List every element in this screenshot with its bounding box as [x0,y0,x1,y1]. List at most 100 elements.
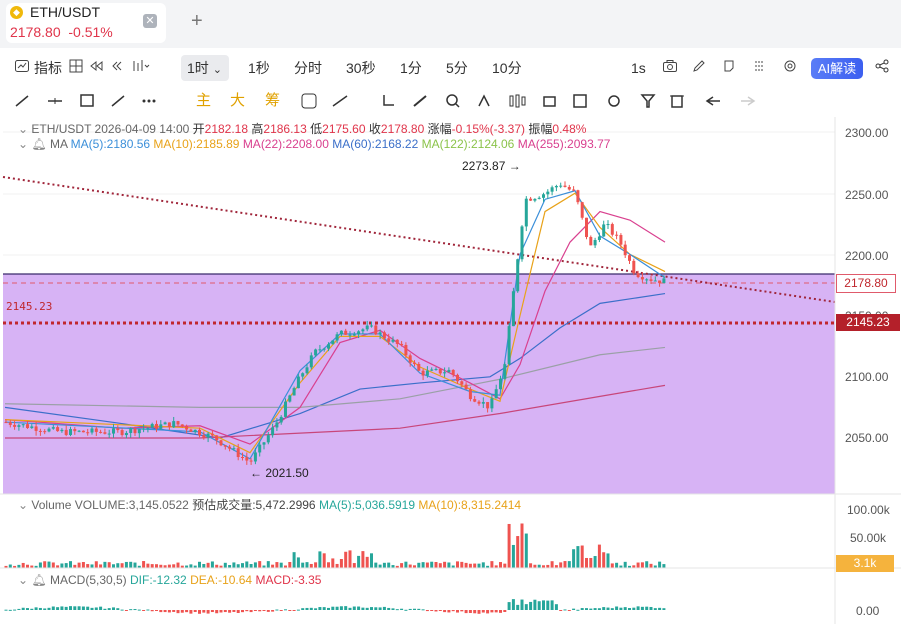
settings-icon[interactable] [781,58,799,78]
volume-bar [13,565,17,568]
macd-bar [69,606,72,610]
volume-bar [550,561,554,568]
candle-body [51,427,55,429]
macd-bar [146,609,150,611]
macd-bar [309,607,313,610]
candle-body [610,224,614,235]
volume-bar [137,565,141,568]
low-label: 低 [310,122,323,136]
bell-icon[interactable]: 🔔︎ [31,573,47,587]
price-tick-2250: 2250.00 [845,188,889,202]
more-menu-icon[interactable] [750,58,768,78]
volume-bar [198,561,201,568]
candle-body [228,446,232,449]
macd-bar [417,608,421,610]
interval-1s-right[interactable]: 1s [631,60,646,76]
macd-bar [430,610,434,611]
macd-bar [21,607,25,610]
interval-30s[interactable]: 30秒 [346,60,376,76]
chevron-icon[interactable]: ⌄ [18,137,29,151]
price-chart[interactable] [0,117,901,624]
volume-bar [339,559,343,568]
volume-bar [447,562,451,568]
note-icon[interactable] [720,58,738,78]
macd-bar [572,608,576,610]
symbol-tab[interactable] [6,3,166,43]
candle-body [339,330,343,335]
indicators-button[interactable]: 指标 [34,60,62,76]
chip-distribution-tool[interactable]: 筹 [265,92,281,109]
macd-dif: DIF:-12.32 [130,573,187,587]
macd-bar [327,607,330,610]
volume-bar [370,553,373,568]
macd-bar [507,602,511,610]
indicator-icon[interactable] [12,58,32,79]
volume-bar [120,563,124,568]
candle-body [507,326,511,365]
candle-body [167,422,171,428]
big-chip-tool[interactable]: 大 [230,92,246,109]
candle-body [537,197,541,199]
volume-bar [107,562,111,568]
layout-icon[interactable] [68,58,84,78]
volume-bar [413,565,416,568]
chevron-icon[interactable]: ⌄ [18,573,29,587]
volume-bar [245,561,249,568]
candle-body [499,378,502,390]
macd-bar [563,609,567,611]
volume-bar [606,553,610,568]
candle-body [438,368,442,374]
add-tab-button[interactable]: + [191,10,203,32]
candle-body [408,355,412,363]
volume-bar [477,563,481,568]
candle-body [155,423,158,429]
interval-timeline[interactable]: 分时 [294,60,322,76]
rewind-icon[interactable] [108,58,124,78]
camera-icon[interactable] [661,58,679,78]
macd-dea: DEA:-10.64 [190,573,253,587]
candle-body [640,277,644,280]
candle-body [318,349,322,351]
volume-bar [258,561,262,568]
interval-1m[interactable]: 1分 [400,60,422,76]
macd-bar [593,608,597,610]
candle-body [4,422,8,424]
share-icon[interactable] [873,58,891,78]
candle-body [473,399,477,402]
interval-1s[interactable]: 1秒 [248,60,270,76]
chevron-icon[interactable]: ⌄ [18,498,29,512]
interval-10m[interactable]: 10分 [492,60,522,76]
macd-bar [30,608,34,610]
candle-body [395,339,399,344]
candle-body [17,425,21,427]
volume-bar [327,562,330,568]
candle-body [344,330,348,335]
ai-analysis-button[interactable]: AI解读 [811,58,863,79]
candle-body [73,429,77,432]
chart-type-icon[interactable] [130,58,152,79]
price-tick-2200: 2200.00 [845,249,889,263]
volume-bar [38,562,42,568]
pencil-icon[interactable] [690,58,708,78]
macd-bar [533,599,537,610]
volume-bar [554,565,558,568]
close-tab-icon[interactable]: ✕ [143,14,157,28]
volume-bar [623,561,627,568]
bell-icon[interactable]: 🔔︎ [31,137,47,151]
chevron-icon[interactable]: ⌄ [18,122,29,136]
interval-select[interactable]: 1时 ⌄ [181,55,229,81]
volume-bar [266,561,270,568]
macd-bar [301,608,305,610]
macd-bar [645,606,649,610]
candle-body [314,349,318,356]
volume-bar [249,564,253,568]
volume-bar [434,562,438,568]
candle-body [198,429,201,436]
replay-icon[interactable] [88,58,104,78]
macd-bar [150,610,154,612]
main-chip-tool[interactable]: 主 [196,92,212,109]
candle-body [391,339,395,342]
macd-bar [215,610,219,614]
interval-5m[interactable]: 5分 [446,60,468,76]
volume-bar [597,544,601,568]
